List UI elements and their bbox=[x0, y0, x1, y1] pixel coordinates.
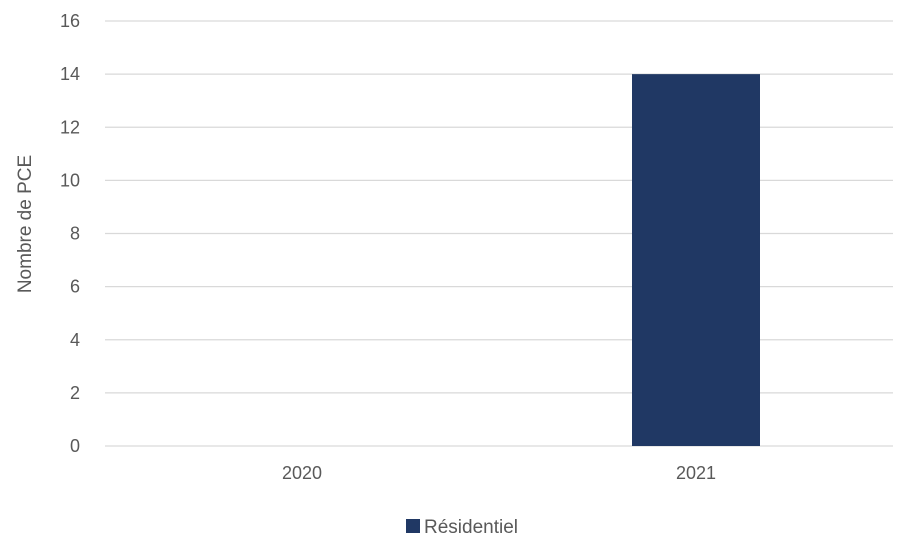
x-tick-label-2020: 2020 bbox=[282, 463, 322, 483]
legend-label-residentiel: Résidentiel bbox=[424, 517, 518, 538]
y-tick-label: 12 bbox=[60, 117, 80, 137]
y-tick-label: 10 bbox=[60, 170, 80, 190]
y-tick-label: 16 bbox=[60, 11, 80, 31]
x-axis-ticks: 2020 2021 bbox=[282, 463, 716, 483]
gridlines bbox=[105, 20, 893, 447]
y-tick-label: 2 bbox=[70, 383, 80, 403]
legend: Résidentiel bbox=[406, 517, 518, 538]
y-tick-label: 0 bbox=[70, 436, 80, 456]
x-tick-label-2021: 2021 bbox=[676, 463, 716, 483]
y-tick-label: 8 bbox=[70, 224, 80, 244]
legend-swatch-residentiel bbox=[406, 519, 420, 533]
y-axis-title: Nombre de PCE bbox=[15, 155, 36, 293]
bar-2021 bbox=[632, 74, 760, 446]
y-axis-ticks: 0 2 4 6 8 10 12 14 16 bbox=[60, 11, 80, 456]
y-tick-label: 14 bbox=[60, 64, 80, 84]
bars bbox=[632, 74, 760, 446]
y-tick-label: 6 bbox=[70, 277, 80, 297]
y-tick-label: 4 bbox=[70, 330, 80, 350]
